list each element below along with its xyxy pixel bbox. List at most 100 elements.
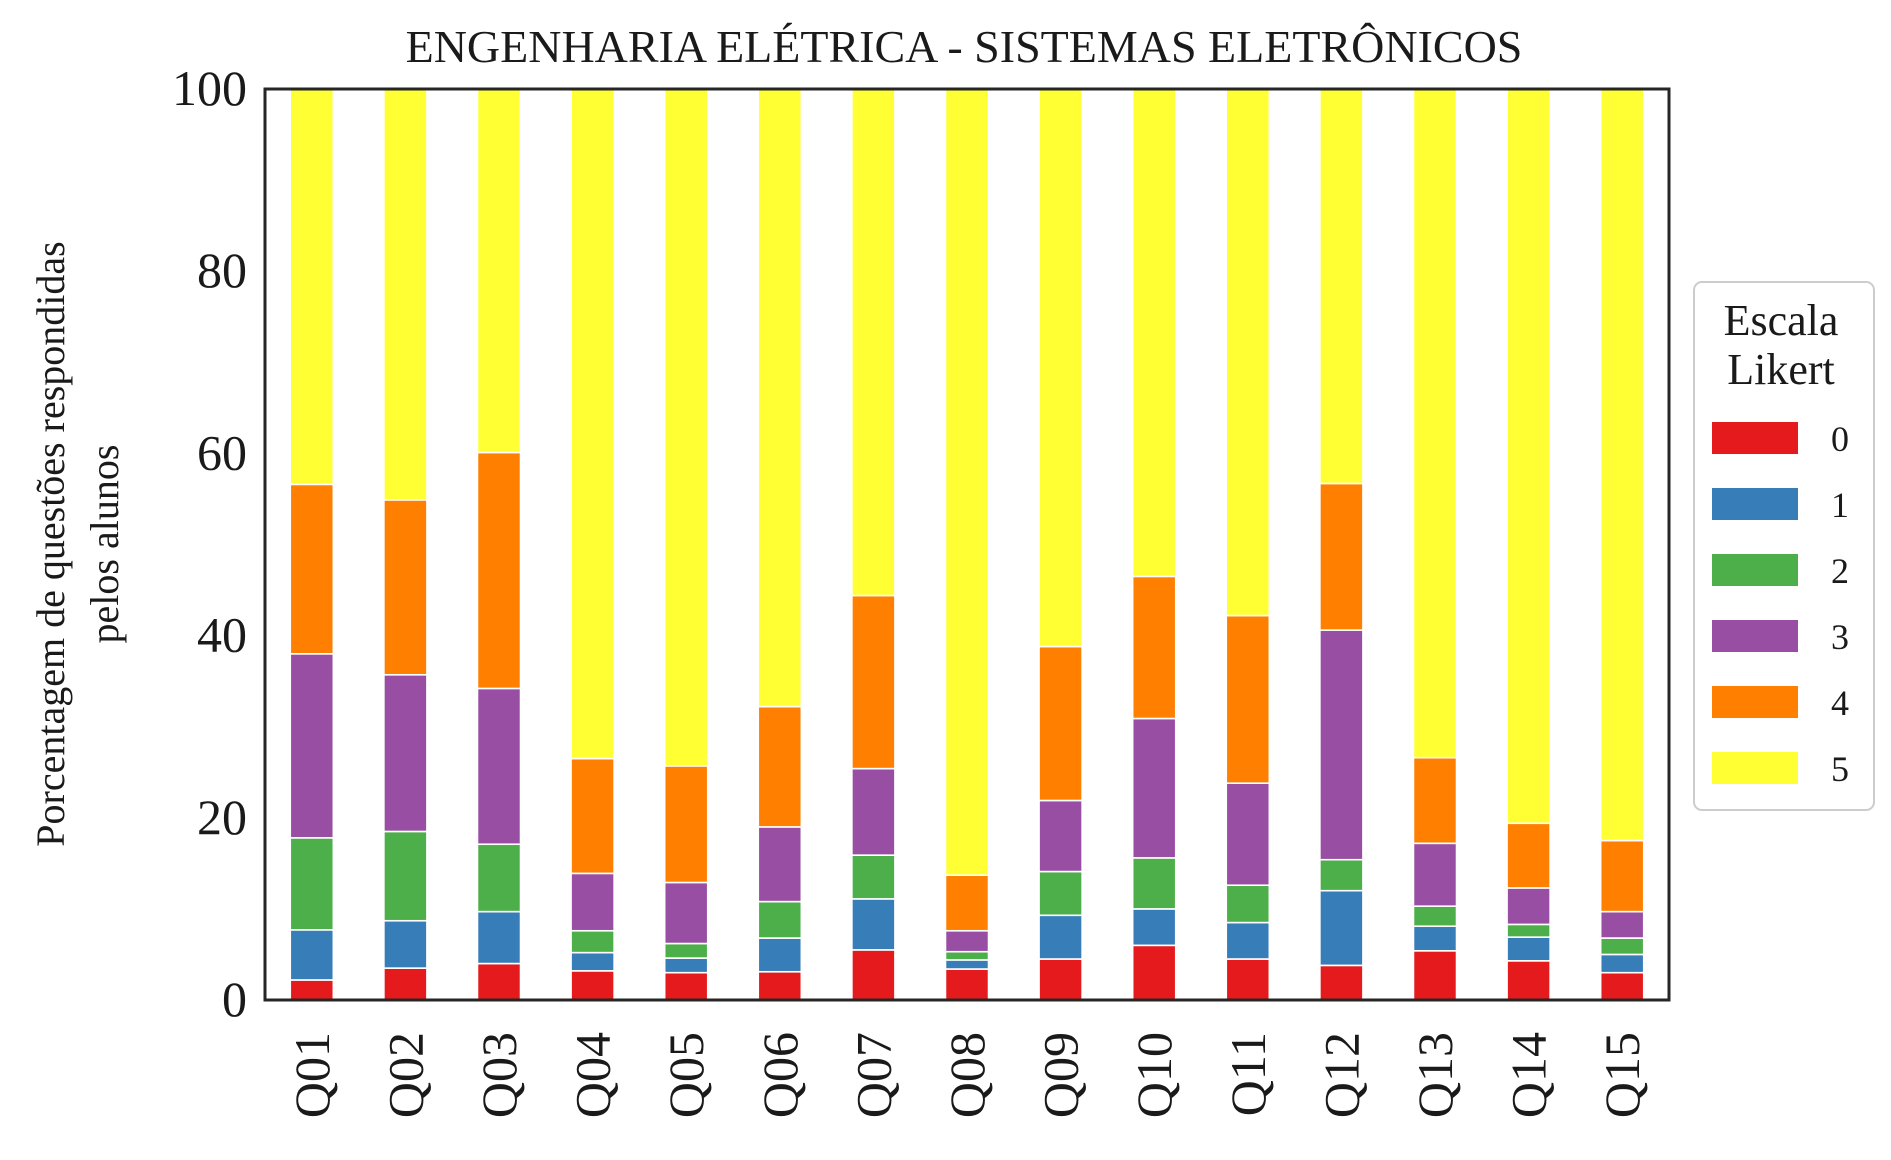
bar-segment-q13-likert-5 bbox=[1412, 88, 1458, 759]
bar-segment-q01-likert-2 bbox=[289, 837, 335, 931]
legend-label-4: 4 bbox=[1831, 683, 1849, 723]
bar-stack-q07 bbox=[851, 88, 896, 1001]
bar-segment-q08-likert-1 bbox=[944, 959, 990, 970]
bar-segment-q02-likert-3 bbox=[383, 673, 428, 833]
bar-segment-q05-likert-1 bbox=[663, 957, 709, 974]
bar-segment-q12-likert-5 bbox=[1319, 88, 1364, 485]
bar-segment-q04-likert-4 bbox=[570, 757, 615, 875]
legend-swatch-3 bbox=[1712, 620, 1798, 652]
bar-segment-q11-likert-5 bbox=[1225, 88, 1271, 617]
bar-segment-q07-likert-2 bbox=[851, 854, 896, 900]
legend-label-0: 0 bbox=[1831, 419, 1849, 459]
y-tick-label: 40 bbox=[197, 607, 247, 663]
bar-segment-q10-likert-3 bbox=[1131, 717, 1177, 859]
x-tick-label: Q05 bbox=[658, 1032, 714, 1118]
y-axis-ticks: 0 20 40 60 80 100 bbox=[172, 60, 247, 1027]
bar-segment-q13-likert-2 bbox=[1412, 905, 1458, 928]
x-tick-label: Q02 bbox=[377, 1032, 433, 1118]
bar-segment-q02-likert-1 bbox=[383, 919, 428, 969]
x-tick-label: Q15 bbox=[1594, 1032, 1650, 1118]
bar-stack-q05 bbox=[663, 88, 709, 1001]
bar-segment-q03-likert-5 bbox=[476, 88, 522, 454]
bar-segment-q07-likert-1 bbox=[851, 898, 896, 951]
bar-segment-q03-likert-4 bbox=[476, 451, 522, 690]
bar-stack-q11 bbox=[1225, 88, 1271, 1001]
bar-segment-q14-likert-4 bbox=[1506, 822, 1551, 889]
bar-stack-q03 bbox=[476, 88, 522, 1001]
bar-segment-q06-likert-0 bbox=[757, 970, 803, 1001]
x-tick-label: Q03 bbox=[471, 1032, 527, 1118]
legend-title-line-2: Likert bbox=[1727, 345, 1835, 394]
bar-segment-q10-likert-2 bbox=[1131, 857, 1177, 910]
bar-segment-q13-likert-3 bbox=[1412, 842, 1458, 907]
bar-segment-q15-likert-5 bbox=[1599, 88, 1645, 842]
chart-title: ENGENHARIA ELÉTRICA - SISTEMAS ELETRÔNIC… bbox=[406, 21, 1523, 72]
y-tick-label: 100 bbox=[172, 60, 247, 116]
bar-segment-q15-likert-0 bbox=[1599, 971, 1645, 1001]
bar-segment-q07-likert-0 bbox=[851, 949, 896, 1001]
legend: Escala Likert 0 1 2 3 4 5 bbox=[1693, 281, 1875, 811]
bar-segment-q14-likert-5 bbox=[1506, 88, 1551, 825]
bar-stack-q06 bbox=[757, 88, 803, 1001]
bar-stack-q08 bbox=[944, 88, 990, 1001]
bar-segment-q12-likert-2 bbox=[1319, 858, 1364, 892]
bar-segment-q12-likert-0 bbox=[1319, 964, 1364, 1001]
bar-segment-q10-likert-1 bbox=[1131, 908, 1177, 947]
x-tick-label: Q07 bbox=[845, 1032, 901, 1118]
bar-segment-q05-likert-2 bbox=[663, 942, 709, 959]
x-tick-label: Q04 bbox=[565, 1032, 621, 1118]
bar-segment-q01-likert-5 bbox=[289, 88, 335, 486]
y-tick-label: 20 bbox=[197, 789, 247, 845]
x-tick-label: Q09 bbox=[1033, 1032, 1089, 1118]
bar-segment-q12-likert-4 bbox=[1319, 482, 1364, 631]
bar-segment-q14-likert-3 bbox=[1506, 887, 1551, 926]
bar-segment-q11-likert-1 bbox=[1225, 921, 1271, 960]
bar-segment-q11-likert-4 bbox=[1225, 614, 1271, 784]
bar-segment-q06-likert-4 bbox=[757, 705, 803, 828]
bar-stack-q15 bbox=[1599, 88, 1645, 1001]
bar-segment-q15-likert-2 bbox=[1599, 937, 1645, 956]
bar-segment-q09-likert-3 bbox=[1038, 799, 1083, 873]
bar-stack-q02 bbox=[383, 88, 428, 1001]
bar-segment-q10-likert-0 bbox=[1131, 944, 1177, 1001]
bar-segment-q02-likert-2 bbox=[383, 830, 428, 922]
legend-label-5: 5 bbox=[1831, 749, 1849, 789]
x-axis-ticks: Q01 Q02 Q03 Q04 Q05 Q06 Q07 Q08 Q09 Q10 Q11 Q12 Q13 Q… bbox=[284, 1032, 1650, 1118]
bar-segment-q04-likert-3 bbox=[570, 872, 615, 932]
x-tick-label: Q11 bbox=[1220, 1032, 1276, 1116]
legend-entries: 0 1 2 3 4 5 bbox=[1712, 419, 1849, 789]
x-tick-label: Q14 bbox=[1501, 1032, 1557, 1118]
bar-segment-q13-likert-1 bbox=[1412, 925, 1458, 952]
y-axis-label-line-2: pelos alunos bbox=[82, 445, 127, 644]
bar-segment-q08-likert-3 bbox=[944, 929, 990, 953]
bar-segment-q12-likert-1 bbox=[1319, 889, 1364, 967]
bar-stack-q01 bbox=[289, 88, 335, 1001]
bar-segment-q11-likert-0 bbox=[1225, 958, 1271, 1001]
bar-segment-q01-likert-3 bbox=[289, 653, 335, 839]
bar-segment-q06-likert-2 bbox=[757, 900, 803, 939]
bars-group bbox=[289, 88, 1645, 1001]
legend-label-3: 3 bbox=[1831, 617, 1849, 657]
bar-segment-q07-likert-3 bbox=[851, 767, 896, 856]
bar-stack-q14 bbox=[1506, 88, 1551, 1001]
bar-segment-q04-likert-1 bbox=[570, 951, 615, 972]
bar-segment-q14-likert-1 bbox=[1506, 936, 1551, 962]
bar-segment-q05-likert-0 bbox=[663, 971, 709, 1001]
legend-swatch-5 bbox=[1712, 752, 1798, 784]
bar-stack-q09 bbox=[1038, 88, 1083, 1001]
x-tick-label: Q10 bbox=[1126, 1032, 1182, 1118]
bar-segment-q09-likert-1 bbox=[1038, 914, 1083, 960]
bar-segment-q12-likert-3 bbox=[1319, 629, 1364, 861]
bar-stack-q04 bbox=[570, 88, 615, 1001]
bar-segment-q03-likert-0 bbox=[476, 962, 522, 1001]
x-tick-label: Q08 bbox=[939, 1032, 995, 1118]
legend-swatch-0 bbox=[1712, 422, 1798, 454]
bar-segment-q04-likert-0 bbox=[570, 970, 615, 1001]
legend-swatch-2 bbox=[1712, 554, 1798, 586]
y-axis-label-line-1: Porcentagem de questões respondidas bbox=[28, 241, 73, 846]
bar-segment-q02-likert-4 bbox=[383, 499, 428, 676]
bar-segment-q08-likert-4 bbox=[944, 874, 990, 932]
plot-frame bbox=[263, 87, 1671, 1002]
bar-segment-q09-likert-2 bbox=[1038, 870, 1083, 917]
